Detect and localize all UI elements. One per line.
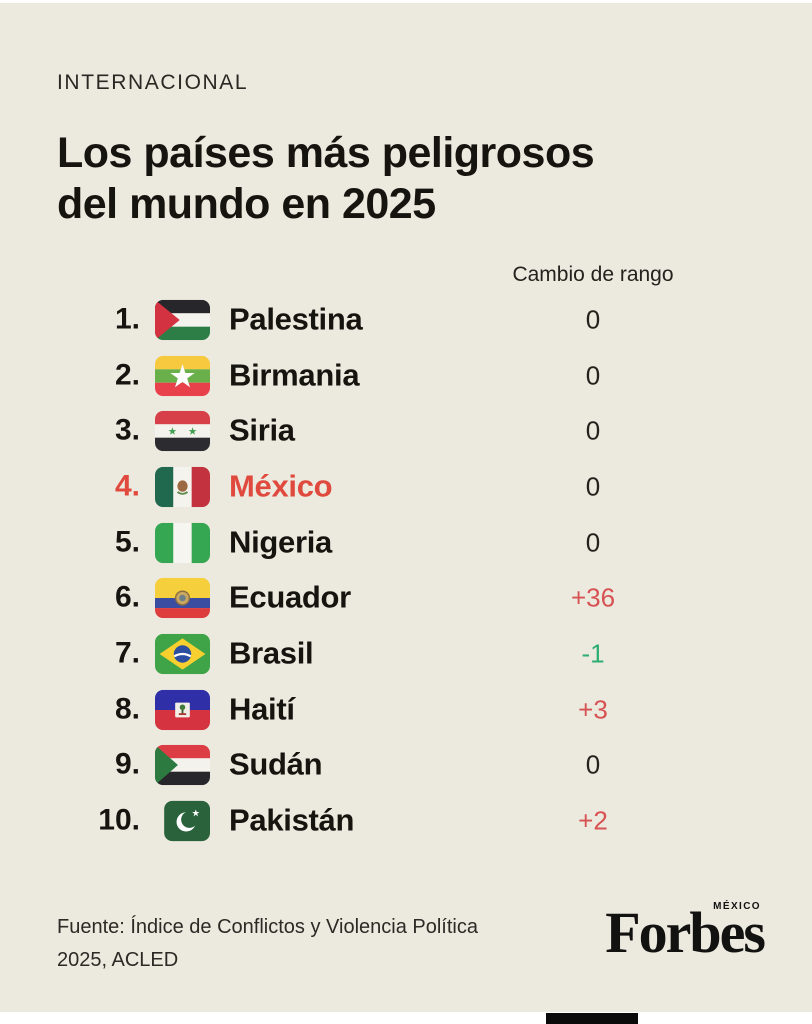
page-title-line1: Los países más peligrosos <box>57 129 595 177</box>
source-line1: Fuente: Índice de Conflictos y Violencia… <box>57 916 478 938</box>
rank-change-value: 0 <box>585 471 601 502</box>
haiti-flag-icon <box>155 689 210 730</box>
brand-region-label: MÉXICO <box>713 901 761 912</box>
country-name: Haití <box>229 690 295 726</box>
rank-number: 1. <box>114 302 140 336</box>
ranking-row-pakistan: 10. Pakistán +2 <box>0 793 812 849</box>
rank-change-value: 0 <box>585 304 601 335</box>
ranking-list: 1. Palestina 0 2. <box>0 292 812 849</box>
country-name: Siria <box>229 412 295 448</box>
rank-change-value: +3 <box>578 694 608 725</box>
nigeria-flag-icon <box>155 522 210 563</box>
rank-change-value: 0 <box>585 749 601 780</box>
page-title-line2: del mundo en 2025 <box>57 180 436 228</box>
country-name: Ecuador <box>229 579 351 615</box>
ranking-row-brasil: 7. Brasil -1 <box>0 626 812 682</box>
brazil-flag-icon <box>155 633 210 675</box>
sudan-flag-icon <box>155 745 210 786</box>
forbes-logo: MÉXICO Forbes <box>566 900 766 965</box>
rank-change-value: +2 <box>578 805 608 836</box>
rank-number: 8. <box>114 691 140 725</box>
ranking-row-sudan: 9. Sudán 0 <box>0 738 812 794</box>
ranking-row-haiti: 8. Haití +3 <box>0 682 812 738</box>
background-sheet <box>0 3 812 1012</box>
ecuador-flag-icon <box>155 578 210 619</box>
ranking-row-birmania: 2. Birmania 0 <box>0 348 812 404</box>
rank-number: 5. <box>114 524 140 558</box>
mexico-flag-icon <box>155 466 210 508</box>
palestine-flag-icon <box>155 299 210 341</box>
bottom-marker-bar <box>546 1013 638 1024</box>
country-name: Sudán <box>229 746 323 782</box>
rank-number: 2. <box>114 357 140 391</box>
rank-change-value: 0 <box>585 527 601 558</box>
rank-number: 9. <box>114 747 140 781</box>
ranking-row-siria: 3. Siria 0 <box>0 403 812 459</box>
pakistan-flag-icon <box>155 800 210 842</box>
rank-change-value: 0 <box>585 360 601 391</box>
country-name: Nigeria <box>229 523 332 559</box>
rank-change-value: -1 <box>581 638 605 669</box>
rank-number: 7. <box>114 636 140 670</box>
country-name: Pakistán <box>229 802 355 838</box>
country-name: México <box>229 468 333 504</box>
brand-name: Forbes <box>605 900 766 965</box>
country-name: Brasil <box>229 635 314 671</box>
source-line2: 2025, ACLED <box>57 949 179 971</box>
country-name: Palestina <box>229 301 363 337</box>
source-attribution: Fuente: Índice de Conflictos y Violencia… <box>57 911 478 977</box>
rank-number: 4. <box>114 469 140 503</box>
myanmar-flag-icon <box>155 355 210 396</box>
rank-number: 6. <box>114 580 140 614</box>
ranking-row-nigeria: 5. Nigeria 0 <box>0 515 812 571</box>
rank-number: 3. <box>114 413 140 447</box>
rank-number: 10. <box>98 803 140 837</box>
ranking-row-palestina: 1. Palestina 0 <box>0 292 812 348</box>
section-kicker: INTERNACIONAL <box>57 71 249 94</box>
ranking-row-ecuador: 6. Ecuador +36 <box>0 570 812 626</box>
rank-change-value: 0 <box>585 415 601 446</box>
country-name: Birmania <box>229 356 360 392</box>
page-title: Los países más peligrosos del mundo en 2… <box>57 128 747 230</box>
rank-change-value: +36 <box>570 582 616 613</box>
syria-flag-icon <box>155 411 210 452</box>
ranking-row-mexico: 4. México 0 <box>0 459 812 515</box>
rank-change-column-header: Cambio de rango <box>512 263 674 286</box>
